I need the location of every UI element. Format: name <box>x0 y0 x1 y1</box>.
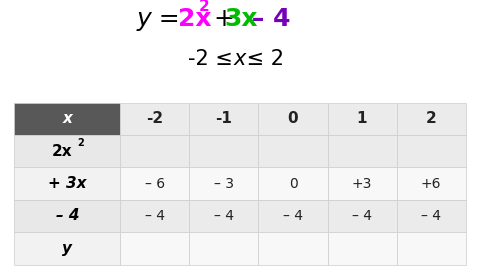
Text: 2: 2 <box>426 111 436 126</box>
FancyBboxPatch shape <box>190 232 259 265</box>
Text: – 4: – 4 <box>214 209 234 223</box>
Text: -1: -1 <box>216 111 232 126</box>
FancyBboxPatch shape <box>190 167 259 200</box>
FancyBboxPatch shape <box>120 232 190 265</box>
FancyBboxPatch shape <box>327 232 396 265</box>
Text: +: + <box>206 7 243 31</box>
Text: x: x <box>234 49 246 69</box>
FancyBboxPatch shape <box>14 135 120 167</box>
Text: -2 ≤: -2 ≤ <box>189 49 240 69</box>
FancyBboxPatch shape <box>120 200 190 232</box>
Text: 2x: 2x <box>51 144 72 159</box>
Text: +6: +6 <box>421 177 441 191</box>
FancyBboxPatch shape <box>14 103 120 135</box>
FancyBboxPatch shape <box>396 200 466 232</box>
FancyBboxPatch shape <box>190 103 259 135</box>
Text: 0: 0 <box>288 177 298 191</box>
Text: – 4: – 4 <box>352 209 372 223</box>
Text: 2: 2 <box>199 0 210 14</box>
FancyBboxPatch shape <box>396 167 466 200</box>
FancyBboxPatch shape <box>14 167 120 200</box>
FancyBboxPatch shape <box>190 200 259 232</box>
FancyBboxPatch shape <box>120 135 190 167</box>
FancyBboxPatch shape <box>259 103 327 135</box>
FancyBboxPatch shape <box>327 103 396 135</box>
FancyBboxPatch shape <box>259 167 327 200</box>
Text: y =: y = <box>137 7 189 31</box>
FancyBboxPatch shape <box>259 200 327 232</box>
Text: 2: 2 <box>77 138 84 148</box>
FancyBboxPatch shape <box>259 135 327 167</box>
Text: 2x: 2x <box>178 7 211 31</box>
Text: -2: -2 <box>146 111 164 126</box>
Text: – 4: – 4 <box>56 208 79 224</box>
Text: 1: 1 <box>357 111 367 126</box>
Text: – 3: – 3 <box>214 177 234 191</box>
Text: – 4: – 4 <box>145 209 165 223</box>
Text: x: x <box>62 111 72 126</box>
FancyBboxPatch shape <box>396 232 466 265</box>
Text: – 4: – 4 <box>421 209 441 223</box>
Text: y: y <box>62 241 72 256</box>
FancyBboxPatch shape <box>190 135 259 167</box>
Text: +3: +3 <box>352 177 372 191</box>
FancyBboxPatch shape <box>396 135 466 167</box>
FancyBboxPatch shape <box>120 103 190 135</box>
Text: 3x: 3x <box>225 7 258 31</box>
Text: + 3x: + 3x <box>48 176 87 191</box>
FancyBboxPatch shape <box>327 167 396 200</box>
FancyBboxPatch shape <box>327 135 396 167</box>
FancyBboxPatch shape <box>327 200 396 232</box>
Text: 0: 0 <box>288 111 299 126</box>
FancyBboxPatch shape <box>259 232 327 265</box>
Text: – 6: – 6 <box>145 177 165 191</box>
Text: – 4: – 4 <box>243 7 290 31</box>
FancyBboxPatch shape <box>396 103 466 135</box>
FancyBboxPatch shape <box>14 200 120 232</box>
Text: – 4: – 4 <box>283 209 303 223</box>
FancyBboxPatch shape <box>14 232 120 265</box>
Text: ≤ 2: ≤ 2 <box>240 49 284 69</box>
FancyBboxPatch shape <box>120 167 190 200</box>
